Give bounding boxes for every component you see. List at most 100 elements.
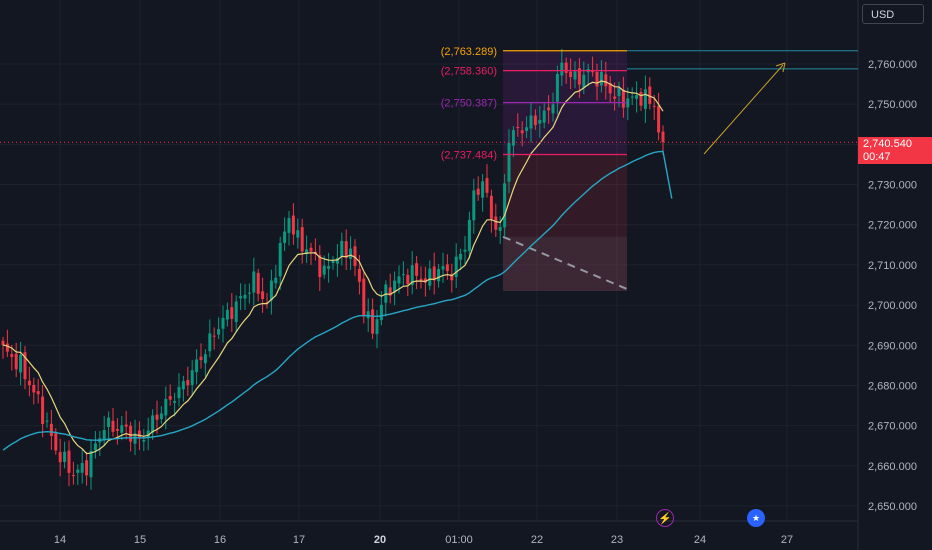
candle-body — [648, 86, 652, 104]
candle-body — [107, 417, 111, 428]
candle-body — [507, 142, 511, 182]
candle-body — [353, 246, 357, 266]
candle-body — [357, 268, 361, 282]
candle-body — [133, 433, 137, 444]
candle-body — [591, 70, 595, 73]
candle-body — [349, 248, 353, 259]
level-label: (2,737.484) — [441, 149, 497, 161]
candle-body — [247, 292, 251, 294]
candle-body — [599, 71, 603, 86]
candle-body — [5, 343, 9, 352]
candle-body — [604, 74, 608, 87]
candle-body — [621, 89, 625, 108]
time-tick-label: 16 — [214, 534, 226, 546]
candle-body — [186, 380, 190, 386]
candle-body — [10, 354, 14, 357]
candle-body — [388, 287, 392, 296]
candle-body — [547, 107, 551, 111]
candle-body — [164, 398, 168, 416]
candle-body — [41, 396, 45, 425]
us-flag-icon[interactable]: ★ — [747, 509, 765, 527]
price-tick-label: 2,700.000 — [868, 300, 917, 312]
candle-body — [520, 130, 524, 134]
candle-body — [467, 219, 471, 251]
time-tick-label: 27 — [781, 534, 793, 546]
candle-body — [454, 256, 458, 278]
candle-body — [410, 265, 414, 285]
candle-body — [511, 130, 515, 146]
candle-body — [151, 415, 155, 433]
bar-countdown: 00:47 — [863, 151, 891, 163]
candle-body — [27, 380, 31, 386]
candle-body — [225, 309, 229, 320]
currency-selector[interactable]: USD — [862, 4, 924, 24]
price-tick-label: 2,730.000 — [868, 180, 917, 192]
candle-body — [217, 329, 221, 335]
price-tick-label: 2,750.000 — [868, 99, 917, 111]
candle-body — [58, 452, 62, 463]
candle-body — [195, 359, 199, 373]
candle-body — [269, 280, 273, 301]
candle-body — [181, 381, 185, 390]
candle-body — [155, 414, 159, 420]
candle-body — [569, 71, 573, 78]
candle-body — [639, 92, 643, 106]
candle-body — [617, 87, 621, 96]
candle-body — [261, 291, 265, 300]
candle-body — [335, 258, 339, 264]
candle-body — [173, 401, 177, 403]
candle-body — [168, 396, 172, 400]
candle-body — [331, 260, 335, 263]
candle-body — [441, 266, 445, 270]
candle-body — [23, 352, 27, 380]
candle-body — [49, 423, 53, 436]
candle-body — [36, 391, 40, 395]
candle-body — [525, 127, 529, 131]
candle-body — [208, 333, 212, 352]
candle-body — [252, 271, 256, 293]
candle-body — [419, 278, 423, 282]
candle-body — [538, 120, 542, 124]
candle-body — [243, 294, 247, 299]
neutral-zone — [503, 236, 627, 292]
price-tick-label: 2,760.000 — [868, 59, 917, 71]
candle-body — [137, 430, 141, 439]
time-tick-label: 17 — [293, 534, 305, 546]
candle-body — [476, 188, 480, 195]
candle-body — [450, 273, 454, 281]
candle-body — [1, 340, 5, 345]
candle-body — [551, 104, 555, 114]
candle-body — [397, 276, 401, 284]
candle-body — [296, 230, 300, 238]
candle-body — [291, 215, 295, 235]
candle-body — [45, 420, 49, 422]
candle-body — [503, 183, 507, 228]
candle-body — [230, 307, 234, 319]
candle-body — [199, 356, 203, 361]
lightning-bolt-icon[interactable]: ⚡ — [656, 509, 674, 527]
candle-body — [159, 413, 163, 420]
candle-body — [401, 274, 405, 276]
candle-body — [234, 301, 238, 323]
price-tick-label: 2,710.000 — [868, 260, 917, 272]
candle-body — [76, 469, 80, 473]
time-tick-label: 01:00 — [445, 534, 473, 546]
candle-body — [485, 178, 489, 193]
time-tick-label: 23 — [611, 534, 623, 546]
level-label: (2,758.360) — [441, 66, 497, 78]
candle-body — [445, 264, 449, 272]
candle-body — [129, 425, 133, 442]
price-tick-label: 2,690.000 — [868, 340, 917, 352]
time-tick-label: 24 — [694, 534, 706, 546]
candle-body — [67, 450, 71, 473]
stop-zone — [503, 154, 627, 292]
level-label: (2,763.289) — [441, 46, 497, 58]
candle-body — [406, 274, 410, 285]
time-tick-label: 20 — [374, 534, 386, 546]
candle-body — [146, 430, 150, 438]
price-tick-label: 2,720.000 — [868, 220, 917, 232]
candle-body — [472, 190, 476, 221]
candle-body — [85, 460, 89, 476]
